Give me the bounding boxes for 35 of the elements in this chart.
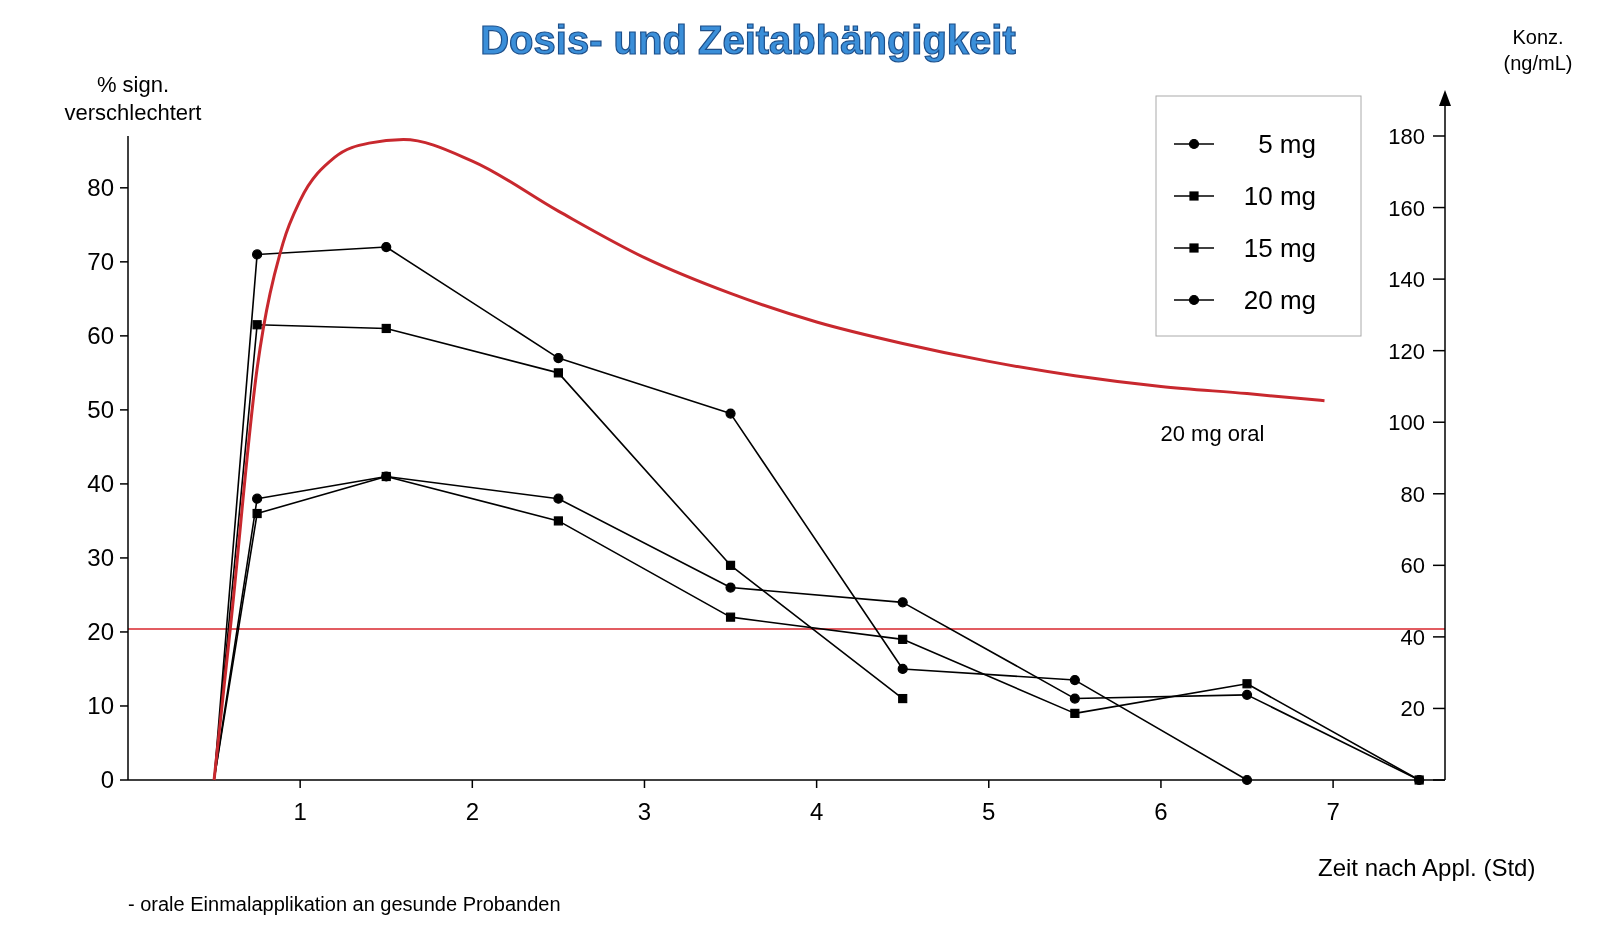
chart-title: Dosis- und Zeitabhängigkeit bbox=[480, 18, 1016, 62]
y-tick-label: 20 bbox=[87, 617, 114, 645]
legend-label: 20 mg bbox=[1243, 285, 1316, 315]
y2-axis-title: Konz. (ng/mL) bbox=[1503, 26, 1573, 74]
x-tick-label: 1 bbox=[293, 798, 307, 825]
text: - orale Einmalapplikation an gesunde Probanden bbox=[128, 893, 561, 915]
legend-label: 15 mg bbox=[1243, 233, 1316, 263]
y-tick-label: 30 bbox=[87, 543, 114, 571]
y-tick-label: 0 bbox=[100, 766, 114, 793]
x-tick-label: 7 bbox=[1326, 798, 1340, 825]
series-label: 20 mg oral bbox=[1160, 420, 1265, 446]
legend-label: 10 mg bbox=[1243, 181, 1316, 211]
y-tick-label: 40 bbox=[87, 469, 114, 497]
y2-tick-label: 60 bbox=[1400, 553, 1425, 579]
x-tick-label: 4 bbox=[809, 798, 824, 825]
legend-label: 5 mg bbox=[1258, 129, 1316, 159]
x-tick-label: 5 bbox=[982, 798, 996, 825]
y2-tick-label: 160 bbox=[1388, 195, 1425, 221]
y2-tick-label: 140 bbox=[1388, 267, 1425, 293]
x-axis-title: Zeit nach Appl. (Std) bbox=[1318, 854, 1536, 881]
y2-tick-label: 20 bbox=[1400, 696, 1425, 722]
y-tick-label: 60 bbox=[87, 321, 114, 349]
y-tick-label: 10 bbox=[87, 691, 114, 719]
y-tick-label: 80 bbox=[87, 173, 114, 201]
x-tick-label: 3 bbox=[637, 798, 652, 825]
x-tick-label: 6 bbox=[1154, 798, 1168, 825]
y-tick-label: 50 bbox=[87, 395, 114, 423]
y2-tick-label: 120 bbox=[1388, 338, 1425, 364]
y-tick-label: 70 bbox=[87, 247, 114, 275]
x-tick-label: 2 bbox=[465, 798, 479, 825]
y-axis-title: % sign. verschlechtert bbox=[64, 72, 202, 125]
y2-tick-label: 180 bbox=[1388, 124, 1425, 149]
y2-tick-label: 40 bbox=[1400, 624, 1425, 650]
y2-tick-label: 80 bbox=[1400, 481, 1425, 507]
y2-tick-label: 100 bbox=[1388, 410, 1425, 436]
